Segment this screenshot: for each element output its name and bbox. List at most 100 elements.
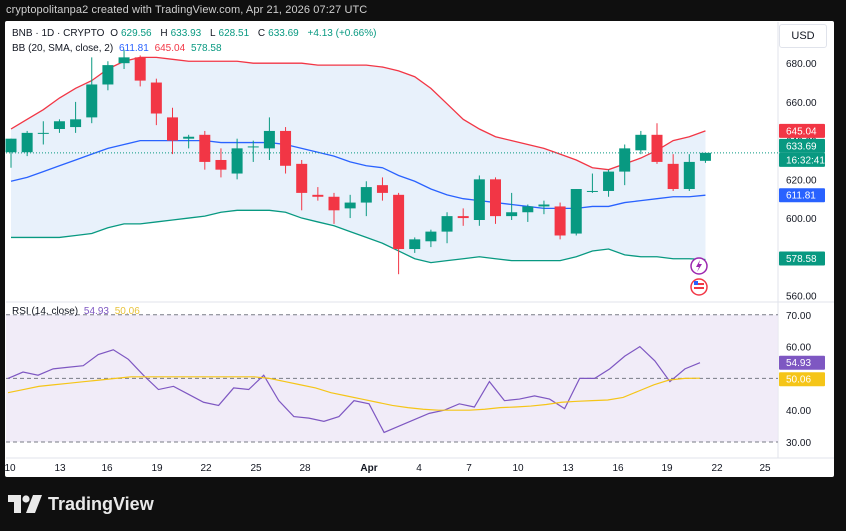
candle-body [570, 189, 582, 234]
candle-body [490, 179, 501, 217]
candle-body [344, 202, 356, 209]
candle-body [247, 146, 259, 148]
candle-body [441, 216, 453, 232]
time-tick-label: 28 [299, 463, 311, 474]
close-value: 633.69 [268, 28, 299, 39]
rsi-ma-line [7, 376, 701, 411]
brand-name: TradingView [48, 494, 154, 514]
candle-body [150, 82, 162, 114]
candle-body [586, 190, 598, 192]
candle-body [554, 206, 566, 236]
candle-body [231, 148, 243, 174]
price-tag-label: 16:32:41 [786, 155, 825, 166]
symbol-label[interactable]: BNB · 1D · CRYPTO [12, 28, 105, 39]
flag-canton [694, 281, 698, 285]
candle-body [619, 148, 631, 172]
rsi-tick-label: 60.00 [786, 343, 811, 354]
rsi-line [7, 345, 701, 434]
rsi-legend: RSI (14, close) 54.93 50.06 [12, 306, 143, 317]
time-tick-label: Apr [360, 463, 377, 474]
candle-body [263, 130, 275, 149]
rsi-value-tag-label: 50.06 [786, 375, 811, 386]
time-tick-label: 16 [101, 463, 113, 474]
time-tick-label: 25 [759, 463, 771, 474]
time-tick-label: 19 [661, 463, 673, 474]
candle-body [167, 117, 178, 141]
time-tick-label: 16 [612, 463, 624, 474]
high-label: H [160, 28, 168, 39]
candle-body [215, 159, 227, 170]
chart-caption: cryptopolitanpa2 created with TradingVie… [6, 4, 368, 16]
bb-band-fill [11, 57, 706, 263]
price-tick-label: 620.00 [786, 175, 817, 186]
price-tag-label: 611.81 [786, 191, 816, 202]
price-tag [779, 123, 825, 138]
rsi-label[interactable]: RSI (14, close) [12, 306, 79, 317]
open-label: O [110, 28, 118, 39]
low-label: L [209, 28, 216, 39]
rsi-tick-label: 30.00 [786, 438, 811, 449]
price-tag-label: 633.69 [786, 141, 817, 152]
lightning-glyph [696, 260, 702, 272]
price-tag-label: 645.04 [786, 126, 817, 137]
candle-body [457, 216, 469, 219]
rsi-value-tag [779, 355, 825, 370]
price-tick-label: 680.00 [786, 59, 817, 70]
time-tick-label: 13 [54, 463, 66, 474]
bb-label[interactable]: BB (20, SMA, close, 2) [12, 43, 114, 54]
price-tag-label: 578.58 [786, 254, 817, 265]
candle-body [70, 119, 82, 128]
change-value: +4.13 (+0.66%) [307, 28, 377, 39]
candle-body [360, 187, 372, 203]
time-tick-label: 4 [416, 463, 422, 474]
candle-body [199, 134, 211, 162]
high-value: 633.93 [170, 28, 202, 39]
price-tag [779, 251, 825, 266]
candle-body [683, 161, 695, 190]
candle-body [53, 121, 65, 130]
candle-body [473, 179, 485, 220]
price-tag [779, 188, 825, 203]
price-tag [779, 138, 825, 153]
candle-body [538, 204, 550, 207]
bb-legend: BB (20, SMA, close, 2) 611.81 645.04 578… [12, 43, 225, 54]
time-tick-label: 7 [466, 463, 472, 474]
flag-stripe [694, 283, 704, 285]
price-legend: BNB · 1D · CRYPTO O 629.56 H 633.93 L 628.5… [12, 28, 379, 39]
price-tag [779, 152, 825, 167]
candle-body [328, 196, 340, 211]
time-tick-label: 19 [151, 463, 163, 474]
tradingview-logo-icon [8, 494, 42, 513]
candle-body [667, 163, 679, 190]
candle-body [409, 239, 421, 250]
flag-stripe [694, 287, 704, 289]
price-tick-label: 560.00 [786, 292, 817, 303]
bb-mid-value: 611.81 [118, 43, 149, 54]
candle-body [296, 163, 308, 193]
candle-body [393, 194, 405, 250]
rsi-value-tag [779, 372, 825, 387]
rsi-ma-value: 50.06 [114, 306, 140, 317]
candle-body [312, 194, 324, 197]
candle-body [86, 84, 98, 118]
currency-button[interactable]: USD [779, 24, 827, 48]
time-tick-label: 13 [562, 463, 574, 474]
rsi-tick-label: 40.00 [786, 406, 811, 417]
bb-lower-line [11, 209, 706, 264]
candle-body [118, 57, 130, 64]
candle-body [522, 206, 534, 213]
open-value: 629.56 [121, 28, 152, 39]
candle-body [21, 132, 33, 153]
time-tick-label: 22 [200, 463, 212, 474]
candle-body [183, 136, 195, 139]
candle-body [280, 130, 292, 166]
bb-upper-value: 645.04 [154, 43, 186, 54]
low-value: 628.51 [218, 28, 250, 39]
price-tick-label: 660.00 [786, 98, 817, 109]
candle-body [5, 138, 17, 153]
candle-body [134, 57, 146, 81]
close-label: C [257, 28, 266, 39]
candle-body [425, 231, 437, 242]
tradingview-brand: TradingView [8, 494, 154, 515]
